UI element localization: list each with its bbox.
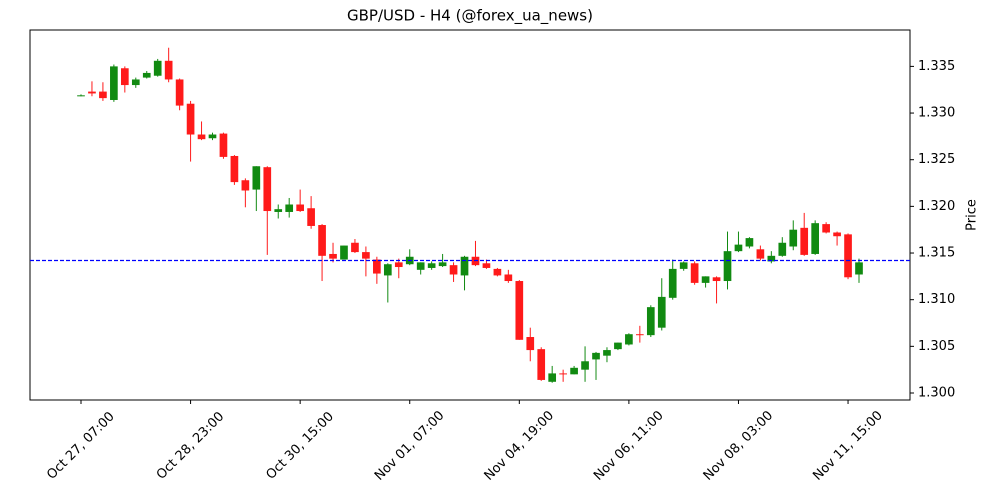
candle-body xyxy=(252,166,261,190)
y-tick-label: 1.320 xyxy=(918,199,955,214)
candle-body xyxy=(756,249,765,259)
candle-body xyxy=(351,242,359,253)
candle-body xyxy=(164,60,173,80)
candle-body xyxy=(844,234,852,278)
candle-body xyxy=(592,352,600,360)
candle-body xyxy=(208,134,217,139)
candle-body xyxy=(142,72,151,78)
candle-body xyxy=(636,334,644,336)
candle-body xyxy=(679,262,688,269)
plot-frame xyxy=(29,29,911,401)
candle-body xyxy=(340,245,348,260)
y-tick-label: 1.330 xyxy=(918,106,955,121)
candle-body xyxy=(526,337,535,351)
candle-body xyxy=(690,263,699,283)
candle-body xyxy=(219,133,228,157)
candle-body xyxy=(855,262,863,275)
candle-body xyxy=(657,296,666,328)
y-tick-label: 1.310 xyxy=(918,292,955,307)
candle-body xyxy=(449,265,458,275)
candle-body xyxy=(482,263,491,268)
candle-body xyxy=(800,227,809,255)
candle-body xyxy=(559,373,567,375)
candle-body xyxy=(504,274,513,282)
candle-body xyxy=(438,262,447,267)
candle-body xyxy=(285,204,294,212)
candle-body xyxy=(515,281,524,340)
candle-body xyxy=(175,79,184,106)
candle-body xyxy=(789,229,798,247)
candle-body xyxy=(833,232,841,237)
y-tick-label: 1.335 xyxy=(918,59,955,74)
candle-body xyxy=(734,244,743,252)
y-tick-label: 1.305 xyxy=(918,339,955,354)
candle-body xyxy=(110,66,118,100)
candle-body xyxy=(603,350,611,356)
candle-body xyxy=(318,225,326,256)
candle-body xyxy=(614,342,622,350)
candle-body xyxy=(581,361,589,370)
candle-body xyxy=(548,373,557,382)
candle-body xyxy=(745,238,754,247)
candle-body xyxy=(186,103,195,135)
candle-body xyxy=(416,262,425,270)
y-axis-label: Price xyxy=(965,199,980,231)
candle-body xyxy=(230,155,239,183)
candle-body xyxy=(99,91,107,99)
candle-body xyxy=(197,134,206,140)
y-tick-label: 1.325 xyxy=(918,152,955,167)
candle-body xyxy=(274,209,283,212)
candle-body xyxy=(460,256,469,276)
candle-body xyxy=(77,95,85,97)
candle-body xyxy=(537,349,546,380)
candle-body xyxy=(811,223,820,254)
candle-body xyxy=(493,268,502,276)
candle-body xyxy=(131,79,140,86)
y-tick-label: 1.300 xyxy=(918,386,955,401)
candle-body xyxy=(307,208,315,226)
candle-body xyxy=(701,276,710,283)
candle-body xyxy=(263,167,272,212)
candle-body xyxy=(767,255,776,262)
candle-body xyxy=(241,180,250,191)
candle-body xyxy=(625,334,633,345)
candle-body xyxy=(668,268,677,298)
candle-body xyxy=(88,91,96,94)
candle-body xyxy=(646,307,655,336)
candle-body xyxy=(296,204,304,212)
chart-title: GBP/USD - H4 (@forex_ua_news) xyxy=(347,7,593,26)
candle-body xyxy=(427,263,436,268)
candle-body xyxy=(120,68,129,86)
candle-body xyxy=(329,253,337,259)
y-tick-label: 1.315 xyxy=(918,246,955,261)
candle-body xyxy=(383,264,392,276)
candle-body xyxy=(153,60,162,76)
candle-body xyxy=(394,262,403,268)
candle-body xyxy=(362,252,370,259)
candle-body xyxy=(373,259,381,274)
candle-body xyxy=(723,251,732,282)
candle-body xyxy=(822,224,830,233)
candle-body xyxy=(778,242,787,256)
candle-body xyxy=(712,277,721,282)
candle-body xyxy=(570,367,578,375)
